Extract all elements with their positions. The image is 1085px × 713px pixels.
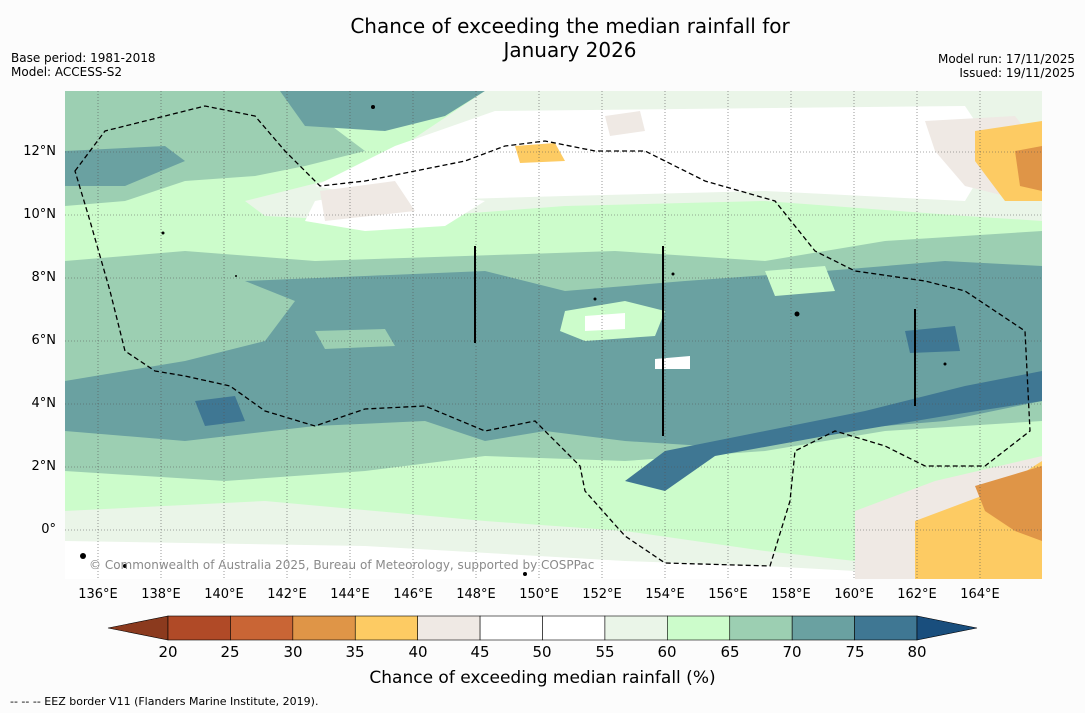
colorbar-tick: 55 xyxy=(595,643,615,661)
colorbar-swatch xyxy=(167,615,231,641)
colorbar-swatch xyxy=(729,615,793,641)
meta-left: Base period: 1981-2018 Model: ACCESS-S2 xyxy=(11,51,156,79)
lon-label: 154°E xyxy=(645,587,685,602)
lat-label: 6°N xyxy=(31,333,57,348)
colorbar-tick: 40 xyxy=(408,643,428,661)
lon-label: 146°E xyxy=(393,587,433,602)
colorbar-tick: 65 xyxy=(720,643,740,661)
lon-label: 152°E xyxy=(582,587,622,602)
lon-label: 148°E xyxy=(456,587,496,602)
lon-label: 144°E xyxy=(330,587,370,602)
colorbar xyxy=(107,615,978,641)
colorbar-swatch xyxy=(230,615,294,641)
colorbar-swatch xyxy=(791,615,855,641)
rainfall-map xyxy=(65,91,1042,579)
eez-border xyxy=(74,105,1031,567)
colorbar-swatch xyxy=(667,615,731,641)
colorbar-swatch xyxy=(292,615,356,641)
map-title: Chance of exceeding the median rainfall … xyxy=(0,14,1085,62)
lon-label: 160°E xyxy=(834,587,874,602)
lon-label: 138°E xyxy=(141,587,181,602)
title-line-2: January 2026 xyxy=(503,38,637,62)
base-period: Base period: 1981-2018 xyxy=(11,51,156,65)
colorbar-tick: 25 xyxy=(220,643,240,661)
lon-label: 136°E xyxy=(78,587,118,602)
colorbar-extend-high xyxy=(916,615,978,641)
colorbar-tick: 45 xyxy=(470,643,490,661)
colorbar-swatch xyxy=(854,615,918,641)
lon-label: 164°E xyxy=(960,587,1000,602)
lat-label: 2°N xyxy=(31,459,57,474)
lat-label: 4°N xyxy=(31,396,57,411)
island-markers xyxy=(80,105,947,576)
colorbar-tick: 30 xyxy=(283,643,303,661)
colorbar-tick: 60 xyxy=(657,643,677,661)
meta-right: Model run: 17/11/2025 Issued: 19/11/2025 xyxy=(938,52,1075,80)
colorbar-extend-low xyxy=(107,615,169,641)
lon-label: 156°E xyxy=(708,587,748,602)
lat-label: 10°N xyxy=(23,207,56,222)
colorbar-swatch xyxy=(354,615,418,641)
colorbar-tick: 35 xyxy=(345,643,365,661)
lat-label: 0° xyxy=(41,522,56,537)
copyright-notice: © Commonwealth of Australia 2025, Bureau… xyxy=(89,558,595,572)
lon-label: 140°E xyxy=(204,587,244,602)
model-name: Model: ACCESS-S2 xyxy=(11,65,123,79)
colorbar-swatch xyxy=(417,615,481,641)
boundary-lines xyxy=(474,246,916,436)
colorbar-tick: 80 xyxy=(907,643,927,661)
colorbar-tick: 20 xyxy=(158,643,178,661)
grid-lines xyxy=(65,91,1042,579)
colorbar-tick: 75 xyxy=(845,643,865,661)
colorbar-tick: 70 xyxy=(782,643,802,661)
colorbar-swatch xyxy=(604,615,668,641)
lat-label: 8°N xyxy=(31,270,57,285)
issued-date: Issued: 19/11/2025 xyxy=(959,66,1075,80)
probability-fields xyxy=(65,91,1042,579)
lon-label: 142°E xyxy=(267,587,307,602)
colorbar-tick: 50 xyxy=(532,643,552,661)
lon-label: 150°E xyxy=(519,587,559,602)
lat-label: 12°N xyxy=(23,144,56,159)
eez-legend-note: -- -- -- EEZ border V11 (Flanders Marine… xyxy=(10,695,319,708)
lon-label: 158°E xyxy=(771,587,811,602)
lon-label: 162°E xyxy=(897,587,937,602)
model-run: Model run: 17/11/2025 xyxy=(937,52,1075,66)
colorbar-swatch xyxy=(542,615,606,641)
colorbar-swatch xyxy=(479,615,543,641)
colorbar-title: Chance of exceeding median rainfall (%) xyxy=(369,668,716,688)
title-line-1: Chance of exceeding the median rainfall … xyxy=(350,14,790,38)
